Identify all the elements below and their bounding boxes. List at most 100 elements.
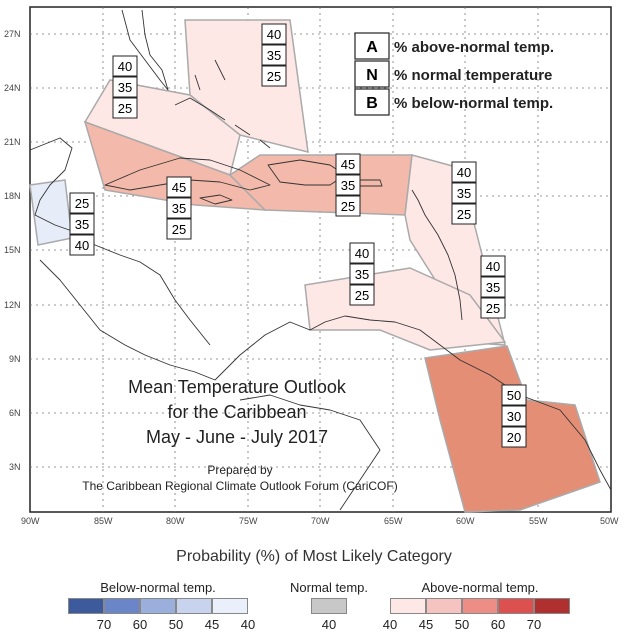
forecast-cell bbox=[261, 44, 287, 66]
forecast-cell bbox=[349, 284, 375, 306]
lat-label: 18N bbox=[4, 191, 21, 201]
legend-value: 40 bbox=[321, 617, 337, 632]
forecast-value: 40 bbox=[457, 165, 471, 180]
forecast-cell bbox=[166, 197, 192, 219]
key-box bbox=[354, 32, 390, 60]
bahamas bbox=[174, 59, 271, 149]
central-america-north bbox=[74, 231, 211, 346]
forecast-cell bbox=[480, 255, 506, 277]
legend-value: 70 bbox=[526, 617, 542, 632]
category-key: A % above-normal temp. N % normal temper… bbox=[354, 32, 554, 116]
lon-label: 65W bbox=[384, 516, 403, 526]
forecast-value: 25 bbox=[267, 69, 281, 84]
legend-value: 70 bbox=[96, 617, 112, 632]
forecast-cell bbox=[480, 297, 506, 319]
lon-label: 50W bbox=[600, 516, 619, 526]
zone-cuba-jamaica bbox=[83, 120, 267, 211]
key-text: % above-normal temp. bbox=[394, 39, 554, 56]
legend-above-values: 40 45 50 60 70 bbox=[383, 617, 570, 632]
legend-swatch bbox=[311, 598, 348, 614]
key-text: % normal temperature bbox=[394, 67, 552, 84]
key-box bbox=[354, 88, 390, 116]
prepared-by: Prepared by bbox=[207, 463, 272, 477]
lon-label: 90W bbox=[21, 516, 40, 526]
lon-labels: 90W 85W 80W 75W 70W 65W 60W 55W 50W bbox=[21, 516, 619, 526]
legend-swatch bbox=[212, 598, 248, 614]
forecast-value: 40 bbox=[267, 27, 281, 42]
key-box bbox=[354, 60, 390, 88]
legend-below-values: 70 60 50 45 40 bbox=[68, 617, 255, 632]
lat-labels: 27N 24N 21N 18N 15N 12N 9N 6N 3N bbox=[4, 29, 21, 472]
forecast-cell bbox=[69, 234, 95, 256]
legend-normal-values: 40 bbox=[290, 617, 368, 632]
forecast-cell bbox=[69, 192, 95, 214]
legend-swatch bbox=[462, 598, 498, 614]
forecast-value: 35 bbox=[75, 217, 89, 232]
map-title: Mean Temperature Outlook for the Caribbe… bbox=[82, 377, 397, 493]
forecast-cell bbox=[261, 23, 287, 45]
legend-value: 60 bbox=[132, 617, 148, 632]
lon-label: 55W bbox=[529, 516, 548, 526]
legend-swatch bbox=[104, 598, 140, 614]
central-america-coast bbox=[39, 259, 216, 381]
forecast-value: 20 bbox=[507, 430, 521, 445]
forecast-cell bbox=[112, 55, 138, 77]
lon-label: 80W bbox=[166, 516, 185, 526]
organization: The Caribbean Regional Climate Outlook F… bbox=[82, 479, 397, 493]
key-text: % below-normal temp. bbox=[394, 95, 553, 112]
forecast-value: 25 bbox=[172, 222, 186, 237]
lon-label: 70W bbox=[311, 516, 330, 526]
lon-label: 60W bbox=[456, 516, 475, 526]
key-letter: N bbox=[366, 67, 378, 84]
forecast-cell bbox=[335, 195, 361, 217]
forecast-box-cuba-jamaica: 45 35 25 bbox=[166, 176, 192, 240]
forecast-value: 35 bbox=[172, 201, 186, 216]
lat-label: 21N bbox=[4, 137, 21, 147]
forecast-cell bbox=[349, 263, 375, 285]
florida-coast bbox=[121, 9, 169, 91]
legend-swatch bbox=[534, 598, 570, 614]
key-letter: A bbox=[366, 39, 378, 56]
lat-label: 24N bbox=[4, 83, 21, 93]
legend-swatch bbox=[140, 598, 176, 614]
forecast-cell bbox=[166, 218, 192, 240]
forecast-value: 25 bbox=[75, 196, 89, 211]
lon-label: 75W bbox=[239, 516, 258, 526]
forecast-box-bahamas-north: 40 35 25 bbox=[261, 23, 287, 87]
legend-value: 60 bbox=[490, 617, 506, 632]
legend-value: 40 bbox=[240, 617, 256, 632]
key-letter: B bbox=[366, 95, 378, 112]
forecast-cell bbox=[451, 161, 477, 183]
forecast-cell bbox=[112, 76, 138, 98]
forecast-value: 35 bbox=[341, 178, 355, 193]
forecast-cell bbox=[480, 276, 506, 298]
forecast-value: 35 bbox=[118, 80, 132, 95]
legend-above-title: Above-normal temp. bbox=[421, 580, 539, 595]
forecast-value: 35 bbox=[486, 280, 500, 295]
lat-label: 6N bbox=[9, 408, 21, 418]
legend-swatch bbox=[176, 598, 212, 614]
lat-label: 27N bbox=[4, 29, 21, 39]
forecast-box-windward-islands: 40 35 25 bbox=[480, 255, 506, 319]
cuba bbox=[104, 157, 271, 191]
forecast-value: 45 bbox=[172, 180, 186, 195]
lesser-antilles bbox=[411, 189, 463, 321]
forecast-value: 35 bbox=[355, 267, 369, 282]
legend-value: 45 bbox=[418, 617, 434, 632]
forecast-box-leeward-islands: 40 35 25 bbox=[451, 161, 477, 225]
forecast-value: 35 bbox=[267, 48, 281, 63]
forecast-cell bbox=[451, 203, 477, 225]
forecast-box-belize-honduras: 25 35 40 bbox=[69, 192, 95, 256]
forecast-cell bbox=[69, 213, 95, 235]
legend-below-title: Below-normal temp. bbox=[100, 580, 216, 595]
legend-swatch bbox=[68, 598, 104, 614]
legend-above-swatches bbox=[390, 598, 570, 614]
forecast-cell bbox=[451, 182, 477, 204]
map-title-line: for the Caribbean bbox=[167, 402, 306, 422]
forecast-value: 40 bbox=[118, 59, 132, 74]
legend-swatch bbox=[390, 598, 426, 614]
forecast-box-guianas: 50 30 20 bbox=[501, 384, 527, 448]
forecast-value: 25 bbox=[355, 288, 369, 303]
forecast-value: 40 bbox=[486, 259, 500, 274]
